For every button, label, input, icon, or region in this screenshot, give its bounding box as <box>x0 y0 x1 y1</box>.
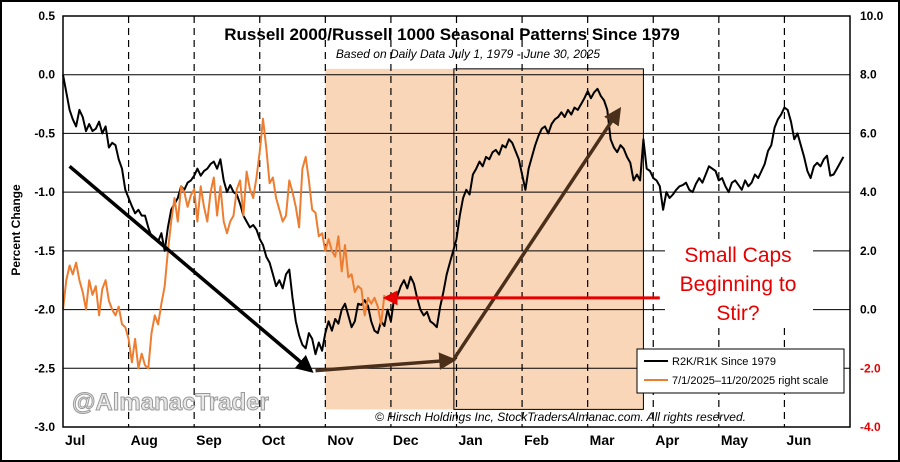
x-axis-ticks: Jul Aug Sep Oct Nov Dec Jan Feb Mar Apr May Jun <box>65 432 811 448</box>
right-tick-label: 10.0 <box>860 9 884 23</box>
trend-arrow <box>68 164 314 373</box>
series-line-2025 <box>62 117 386 370</box>
annotation-line-2: Beginning to <box>680 273 797 296</box>
month-tick-label: Jul <box>65 432 85 448</box>
left-tick-label: -2.5 <box>34 361 55 375</box>
annotation-group: Small Caps Beginning to Stir? <box>665 240 813 325</box>
left-tick-label: -3.0 <box>34 420 55 434</box>
series-line-r2k-r1k <box>62 74 845 356</box>
right-tick-label: 8.0 <box>860 68 877 82</box>
month-tick-label: May <box>721 432 748 448</box>
month-tick-label: Sep <box>196 432 222 448</box>
right-tick-label: 6.0 <box>860 126 877 140</box>
month-tick-label: Apr <box>655 432 680 448</box>
trend-arrow <box>451 107 622 362</box>
month-tick-label: Jun <box>786 432 811 448</box>
legend-box <box>636 348 845 394</box>
chart-title: Russell 2000/Russell 1000 Seasonal Patte… <box>224 25 680 44</box>
month-tick-label: Mar <box>590 432 615 448</box>
chart-subtitle: Based on Daily Data July 1, 1979 - June … <box>336 47 600 61</box>
legend: R2K/R1K Since 1979 7/1/2025–11/20/2025 r… <box>636 348 845 394</box>
legend-label-r2k: R2K/R1K Since 1979 <box>672 356 776 368</box>
left-tick-label: -1.0 <box>34 185 55 199</box>
legend-label-2025: 7/1/2025–11/20/2025 right scale <box>672 375 828 387</box>
trend-arrow <box>315 352 457 373</box>
annotation-line-3: Stir? <box>716 302 759 325</box>
left-axis-ticks: 0.5 0.0 -0.5 -1.0 -1.5 -2.0 -2.5 -3.0 <box>34 9 55 434</box>
left-tick-label: -0.5 <box>34 126 55 140</box>
right-tick-label: 4.0 <box>860 185 877 199</box>
left-tick-label: -2.0 <box>34 303 55 317</box>
left-tick-label: -1.5 <box>34 244 55 258</box>
series-group <box>62 74 845 370</box>
annotation-background <box>665 240 813 324</box>
right-tick-label: -2.0 <box>860 361 881 375</box>
y-axis-label: Percent Change <box>9 184 23 276</box>
month-tick-label: Aug <box>131 432 158 448</box>
month-tick-label: Feb <box>524 432 549 448</box>
month-tick-label: Dec <box>393 432 419 448</box>
right-tick-label: 0.0 <box>860 303 877 317</box>
right-tick-label: -4.0 <box>860 420 881 434</box>
annotation-line-1: Small Caps <box>684 244 791 267</box>
right-axis-ticks: 10.0 8.0 6.0 4.0 2.0 0.0 -2.0 -4.0 <box>860 9 884 434</box>
arrows-group <box>68 107 660 373</box>
plot-frame <box>62 15 851 428</box>
highlight-box <box>453 68 644 410</box>
left-tick-label: 0.0 <box>38 68 55 82</box>
right-tick-label: 2.0 <box>860 244 877 258</box>
seasonal-shaded-band <box>325 68 644 410</box>
month-tick-label: Oct <box>262 432 286 448</box>
watermark-handle: @AlmanacTrader <box>72 389 269 416</box>
left-tick-label: 0.5 <box>38 9 55 23</box>
copyright-notice: © Hirsch Holdings Inc, StockTradersAlman… <box>375 410 746 424</box>
month-tick-label: Nov <box>327 432 354 448</box>
month-tick-label: Jan <box>459 432 483 448</box>
